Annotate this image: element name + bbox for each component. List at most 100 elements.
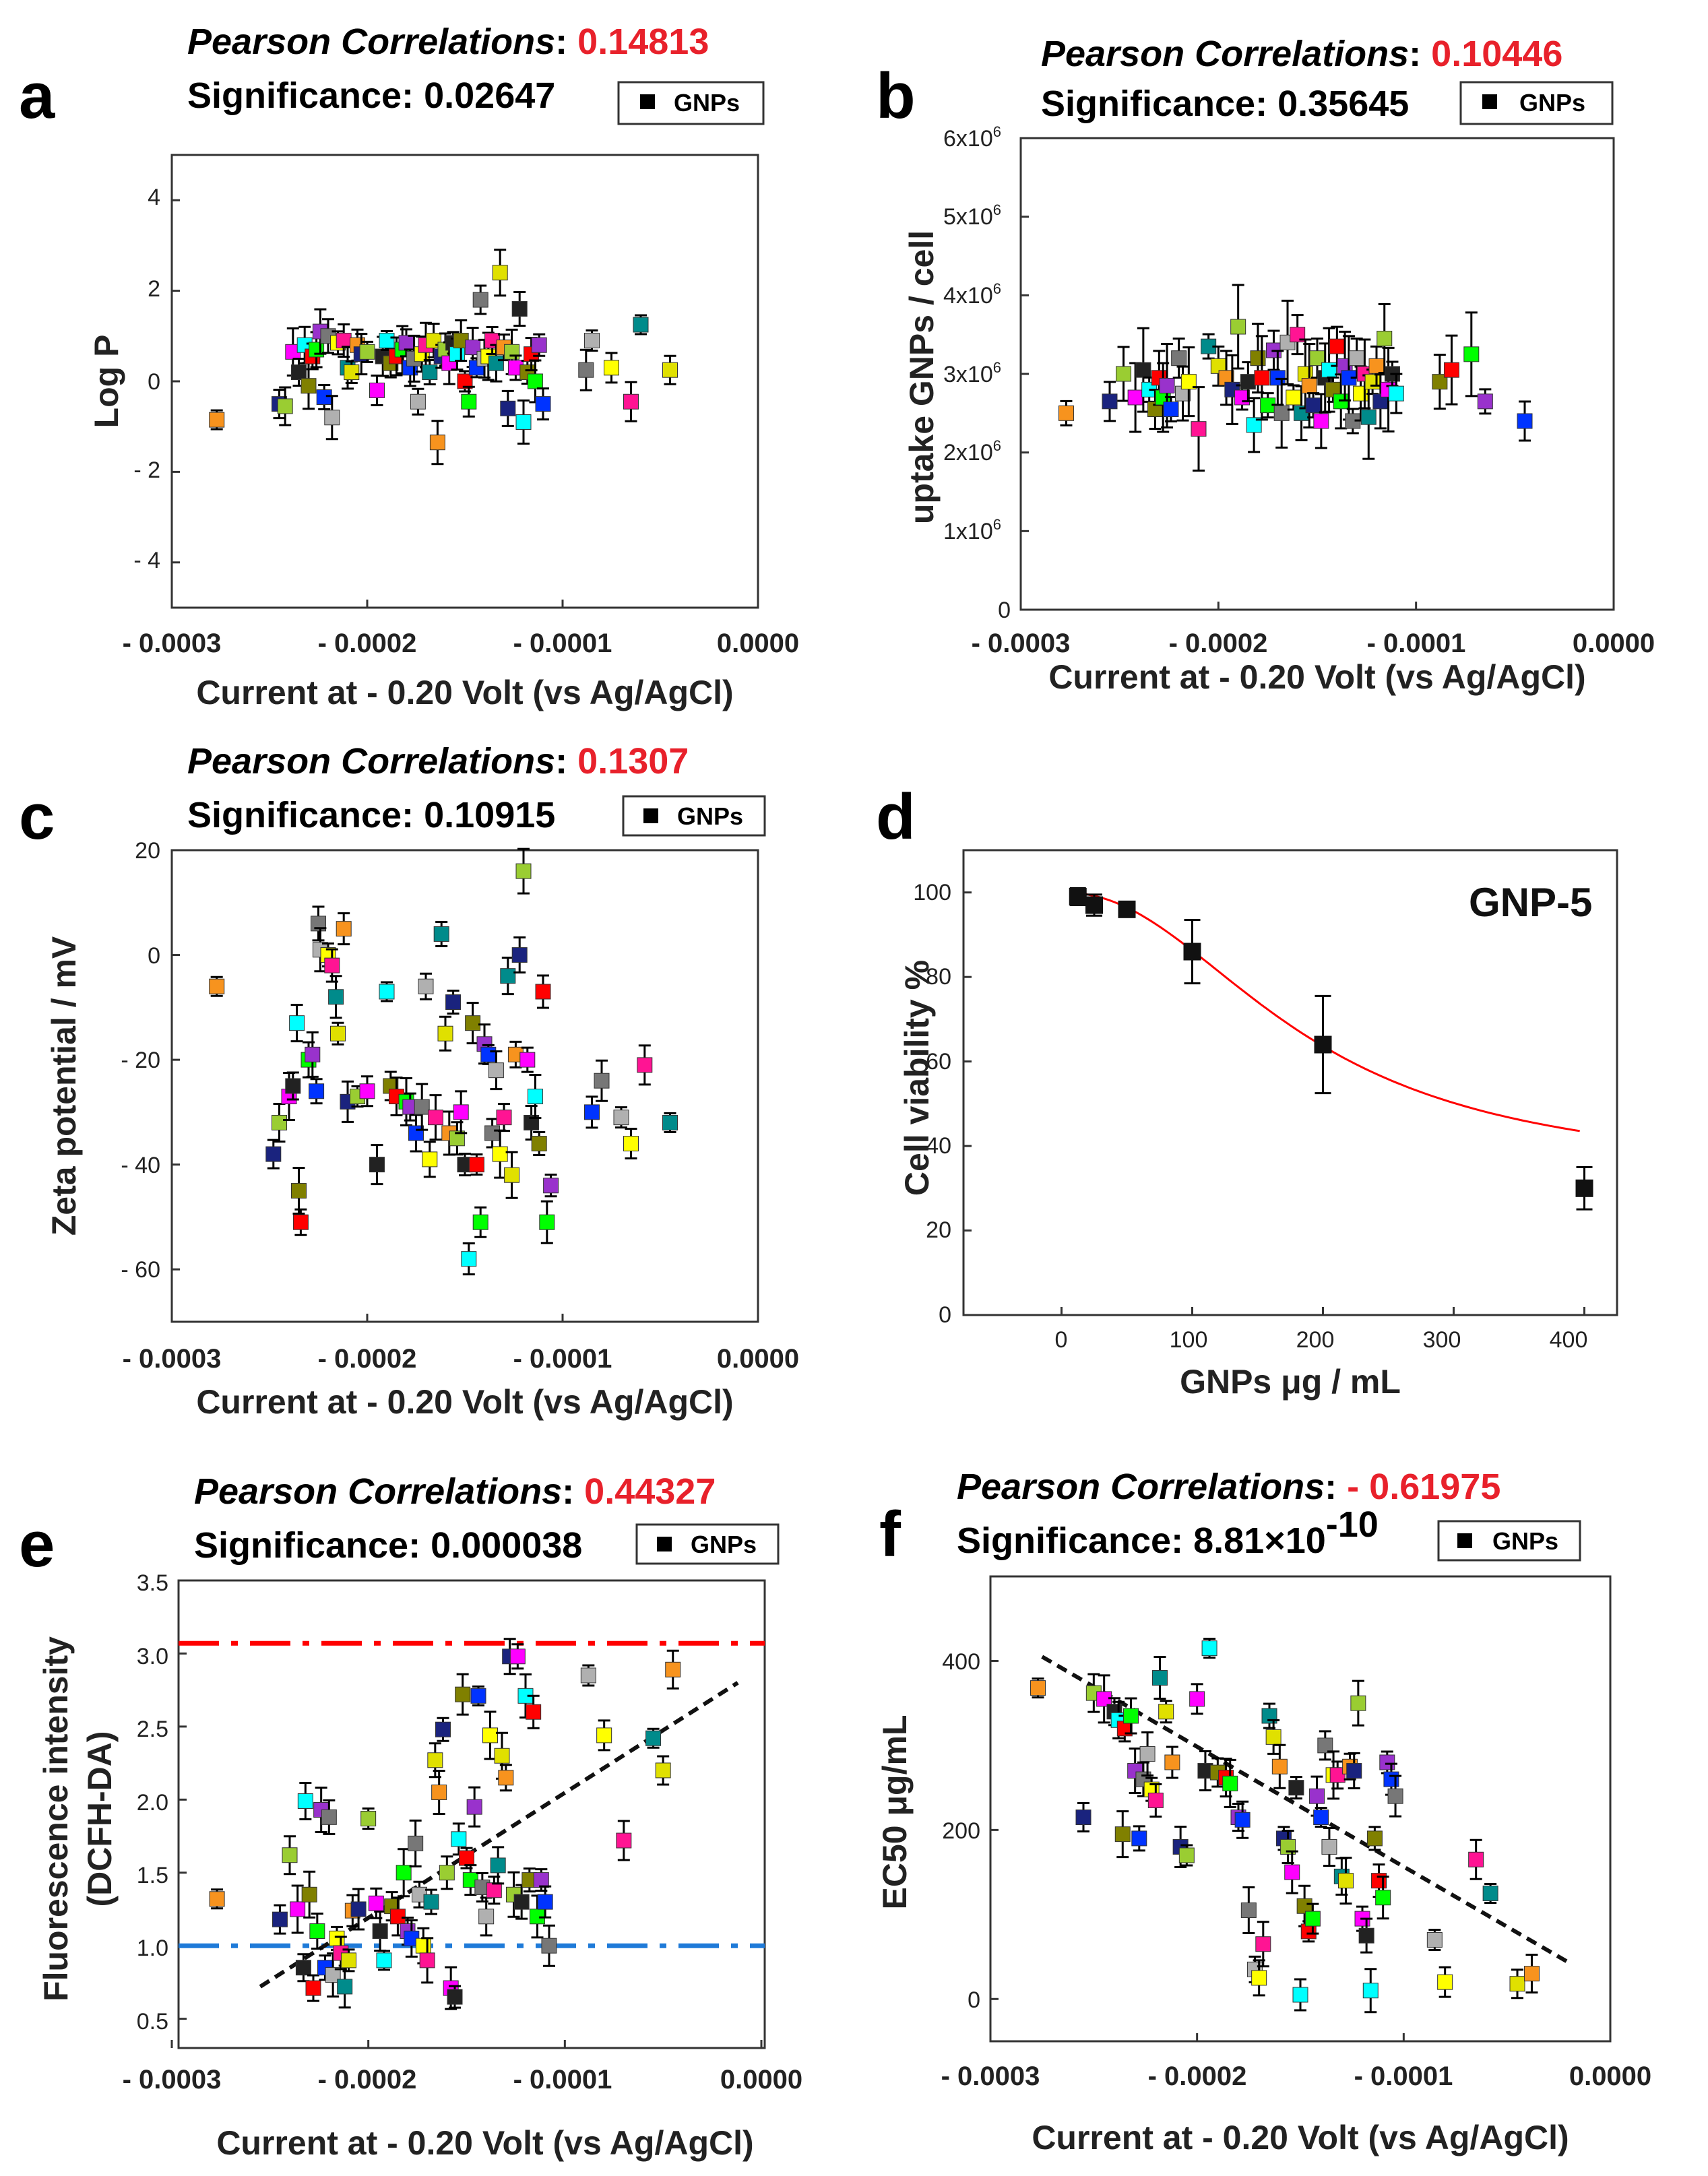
- data-point: [1337, 1873, 1354, 1889]
- x-tick-label: - 0.0002: [1169, 629, 1268, 658]
- data-point: [1075, 1810, 1092, 1826]
- data-point: [1114, 1826, 1131, 1843]
- data-point: [623, 393, 639, 410]
- data-point: [419, 1952, 435, 1969]
- data-point: [604, 360, 619, 376]
- y-tick-label: 1.0: [137, 1935, 168, 1961]
- data-point: [1273, 405, 1290, 421]
- data-point: [537, 1894, 553, 1910]
- y-tick-label: - 20: [121, 1048, 160, 1073]
- pearson-label-e: Pearson Correlations: [194, 1471, 562, 1512]
- data-point: [500, 400, 516, 416]
- data-point: [1159, 378, 1175, 393]
- data-point: [449, 1130, 465, 1147]
- y-tick-label: 200: [942, 1818, 980, 1844]
- data-point: [1163, 402, 1179, 417]
- data-point: [376, 1952, 392, 1969]
- data-point: [282, 1847, 298, 1863]
- data-point: [616, 1832, 632, 1849]
- legend-box-e: [635, 1523, 780, 1565]
- data-point: [484, 1125, 501, 1141]
- data-point: [437, 1025, 453, 1042]
- data-point: [389, 1909, 406, 1925]
- data-point: [470, 1688, 486, 1704]
- data-point: [539, 1214, 555, 1230]
- x-axis-title-b: Current at - 0.20 Volt (vs Ag/AgCl): [1048, 658, 1585, 696]
- y-tick-label: 0: [148, 943, 160, 969]
- data-point: [504, 344, 520, 360]
- y-tick-label: 1.5: [137, 1863, 168, 1888]
- pearson-value-e: 0.44327: [584, 1471, 716, 1512]
- legend-a: GNPs: [617, 81, 765, 125]
- y-tick-label: 2.5: [137, 1717, 168, 1742]
- data-point: [301, 1886, 317, 1902]
- data-point: [637, 1057, 653, 1073]
- data-point: [1377, 331, 1393, 346]
- significance-label-b: Significance:: [1041, 84, 1267, 124]
- pearson-c: Pearson Correlations: 0.1307: [187, 741, 689, 781]
- plot-area-b: [1019, 137, 1615, 611]
- data-point: [662, 1114, 678, 1130]
- data-point: [410, 393, 426, 410]
- panel-e: e Pearson Correlations: 0.44327 Signific…: [19, 1471, 802, 2162]
- data-point: [1317, 1737, 1333, 1754]
- pearson-a: Pearson Correlations: 0.14813: [187, 22, 709, 62]
- data-point: [527, 373, 543, 389]
- data-point: [285, 1078, 301, 1094]
- data-point: [1189, 1691, 1205, 1707]
- data-point: [1432, 374, 1448, 390]
- y-tick-label: 4x106: [943, 280, 1001, 309]
- data-point: [1069, 888, 1087, 905]
- data-point: [428, 1110, 443, 1126]
- data-point: [584, 333, 600, 349]
- data-point: [379, 984, 395, 1000]
- data-point: [292, 1214, 309, 1230]
- data-point: [633, 317, 649, 333]
- x-tick-label: - 0.0001: [513, 629, 612, 658]
- x-ticks-b: - 0.0003 - 0.0002 - 0.0001 0.0000: [972, 629, 1655, 658]
- data-point: [429, 435, 445, 451]
- data-point: [289, 1015, 305, 1031]
- significance-value-a: 0.02647: [424, 75, 555, 116]
- data-point: [1387, 1788, 1403, 1804]
- data-point: [1321, 1838, 1337, 1855]
- y-tick-label: - 2: [133, 457, 160, 483]
- y-tick-label: - 4: [133, 548, 160, 573]
- data-point: [359, 1083, 375, 1099]
- data-point: [1191, 421, 1207, 437]
- x-ticks-f: - 0.0003 - 0.0002 - 0.0001 0.0000: [941, 2061, 1652, 2091]
- data-point: [305, 1980, 321, 1996]
- plot-area-c: [170, 847, 759, 1322]
- data-point: [455, 1686, 471, 1702]
- data-point: [1292, 1987, 1308, 2003]
- data-point: [1030, 1680, 1046, 1696]
- data-point: [504, 1167, 520, 1183]
- data-point: [519, 1052, 536, 1068]
- x-tick-label: 100: [1170, 1327, 1208, 1353]
- data-point: [209, 1891, 225, 1907]
- data-point: [662, 362, 678, 378]
- x-tick-label: 0.0000: [717, 1344, 799, 1374]
- data-point: [369, 382, 385, 398]
- y-tick-label: 0: [998, 598, 1011, 623]
- data-point: [1151, 1670, 1168, 1686]
- data-point: [1271, 1758, 1288, 1774]
- data-point: [297, 1793, 313, 1809]
- data-point: [324, 957, 340, 973]
- data-point: [1230, 319, 1246, 335]
- x-tick-label: - 0.0003: [941, 2061, 1040, 2091]
- y-tick-label: 0: [148, 369, 160, 395]
- panel-letter-c: c: [19, 781, 55, 853]
- data-point: [291, 364, 307, 381]
- data-point: [1368, 358, 1385, 374]
- data-point: [379, 333, 395, 349]
- panel-letter-f: f: [879, 1498, 902, 1570]
- y-tick-label: 0: [939, 1302, 951, 1328]
- y-ticks-a: - 4 - 2 0 2 4: [133, 185, 160, 573]
- y-tick-label: 20: [926, 1217, 951, 1243]
- y-tick-label: 6x106: [943, 123, 1001, 152]
- y-tick-label: 3.5: [137, 1570, 168, 1596]
- data-point: [309, 342, 325, 358]
- legend-b: GNPs: [1459, 81, 1614, 125]
- data-point: [1314, 1035, 1332, 1054]
